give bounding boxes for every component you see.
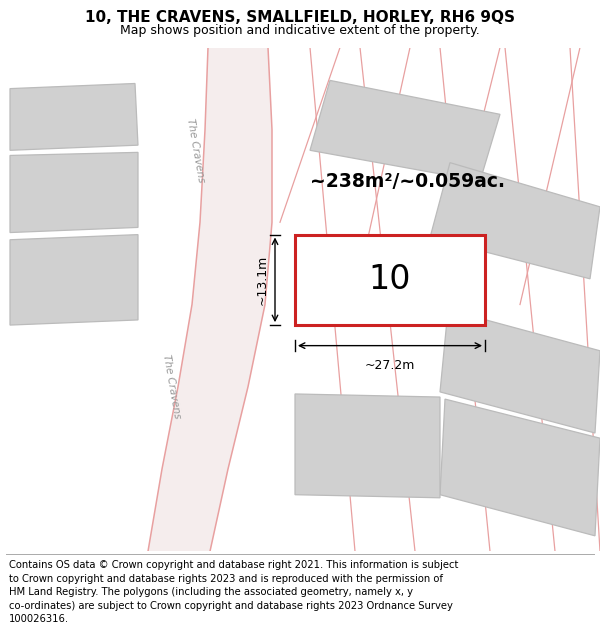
Polygon shape [10,84,138,150]
Text: Map shows position and indicative extent of the property.: Map shows position and indicative extent… [120,24,480,37]
Text: ~27.2m: ~27.2m [365,359,415,372]
Polygon shape [310,81,500,181]
Polygon shape [148,48,272,551]
Polygon shape [295,394,440,498]
Polygon shape [10,152,138,232]
Text: Contains OS data © Crown copyright and database right 2021. This information is : Contains OS data © Crown copyright and d… [9,560,458,624]
Polygon shape [10,234,138,325]
Bar [295,234,485,325]
Polygon shape [430,162,600,279]
Text: 10: 10 [369,263,411,296]
Text: The Cravens: The Cravens [161,354,182,419]
Text: The Cravens: The Cravens [185,118,206,183]
Polygon shape [440,399,600,536]
Text: ~238m²/~0.059ac.: ~238m²/~0.059ac. [311,172,505,191]
Text: ~13.1m: ~13.1m [256,255,269,305]
Text: 10, THE CRAVENS, SMALLFIELD, HORLEY, RH6 9QS: 10, THE CRAVENS, SMALLFIELD, HORLEY, RH6… [85,11,515,26]
Polygon shape [440,309,600,433]
